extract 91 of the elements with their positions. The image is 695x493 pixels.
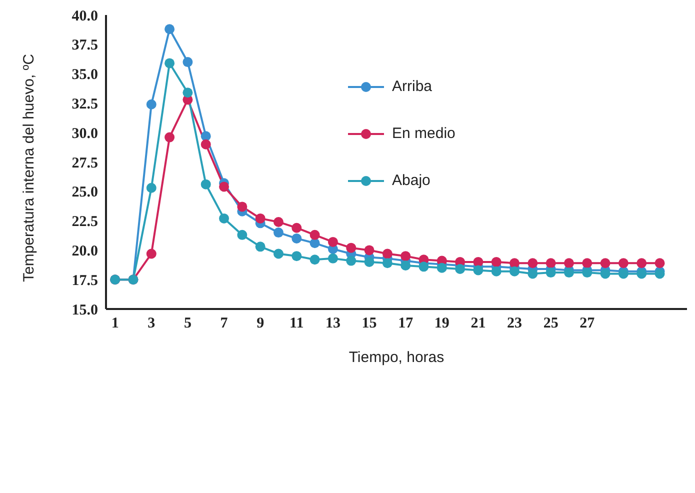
point xyxy=(237,202,248,212)
point xyxy=(654,258,665,268)
point xyxy=(455,264,466,274)
point xyxy=(546,268,556,278)
point xyxy=(600,258,610,268)
point xyxy=(436,262,447,273)
legend-label: Abajo xyxy=(392,172,430,189)
x-tick-label: 19 xyxy=(434,316,450,332)
point xyxy=(510,258,520,268)
x-tick-label: 7 xyxy=(220,316,228,332)
point xyxy=(546,258,556,268)
point xyxy=(328,253,338,264)
y-tick-label: 40.0 xyxy=(72,8,98,24)
x-tick-label: 9 xyxy=(256,316,264,332)
point xyxy=(182,57,193,68)
point xyxy=(219,182,230,192)
point xyxy=(618,258,628,268)
point xyxy=(364,256,374,267)
point xyxy=(654,268,665,279)
point xyxy=(418,262,429,272)
point xyxy=(182,88,193,98)
point xyxy=(491,266,502,276)
y-tick-label: 37.5 xyxy=(72,38,98,54)
x-tick-label: 1 xyxy=(111,316,119,332)
y-tick-label: 30.0 xyxy=(72,126,98,142)
y-tick-label: 35.0 xyxy=(72,67,98,84)
point xyxy=(382,258,392,268)
y-tick-label: 22.5 xyxy=(72,214,98,230)
point xyxy=(200,131,211,142)
point xyxy=(582,268,592,278)
point xyxy=(400,260,411,270)
y-tick-label: 17.5 xyxy=(72,272,98,289)
y-tick-label: 32.5 xyxy=(72,96,98,113)
point xyxy=(564,258,574,268)
point xyxy=(219,213,230,224)
legend-label: Arriba xyxy=(392,78,432,95)
x-tick-label: 15 xyxy=(362,316,377,332)
legend-label: En medio xyxy=(392,125,456,142)
point xyxy=(528,268,538,279)
y-axis-title: Temperatura interna del huevo, ºC xyxy=(20,54,38,282)
point xyxy=(310,230,320,240)
point xyxy=(164,58,175,68)
x-tick-label: 13 xyxy=(325,316,340,332)
x-tick-label: 23 xyxy=(507,316,522,332)
point xyxy=(382,248,392,259)
point xyxy=(237,230,248,240)
point xyxy=(582,258,592,268)
point xyxy=(292,222,302,233)
point xyxy=(200,179,211,190)
point xyxy=(200,139,211,150)
point xyxy=(328,236,338,247)
point xyxy=(310,238,320,248)
point xyxy=(618,268,628,279)
point xyxy=(164,132,175,142)
point xyxy=(255,242,266,252)
y-tick-label: 27.5 xyxy=(72,155,98,172)
point xyxy=(528,258,538,268)
point xyxy=(146,248,156,259)
point xyxy=(636,258,647,268)
point xyxy=(346,256,356,266)
point xyxy=(292,233,302,244)
point xyxy=(600,268,610,279)
x-tick-label: 25 xyxy=(543,316,558,332)
x-tick-label: 5 xyxy=(184,316,192,332)
point xyxy=(473,256,484,267)
point xyxy=(146,99,156,110)
point xyxy=(564,268,574,278)
point xyxy=(146,182,156,193)
point xyxy=(273,248,284,259)
point xyxy=(273,228,284,238)
point xyxy=(473,265,484,276)
y-tick-label: 15.0 xyxy=(72,302,98,318)
x-tick-label: 21 xyxy=(470,316,486,332)
point xyxy=(364,245,374,256)
x-axis-title: Tiempo, horas xyxy=(348,349,444,366)
x-tick-label: 17 xyxy=(398,316,414,332)
point xyxy=(510,266,520,276)
x-tick-label: 27 xyxy=(580,316,596,332)
x-tick-label: 3 xyxy=(148,316,156,332)
point xyxy=(310,254,320,265)
point xyxy=(292,251,302,262)
x-tick-label: 11 xyxy=(290,316,304,332)
point xyxy=(164,24,175,34)
point xyxy=(346,242,356,253)
y-tick-label: 20.0 xyxy=(72,244,98,260)
point xyxy=(400,251,411,262)
point xyxy=(491,256,502,267)
point xyxy=(273,216,284,227)
point xyxy=(636,268,647,279)
point xyxy=(255,213,266,224)
y-tick-label: 25.0 xyxy=(72,184,98,201)
